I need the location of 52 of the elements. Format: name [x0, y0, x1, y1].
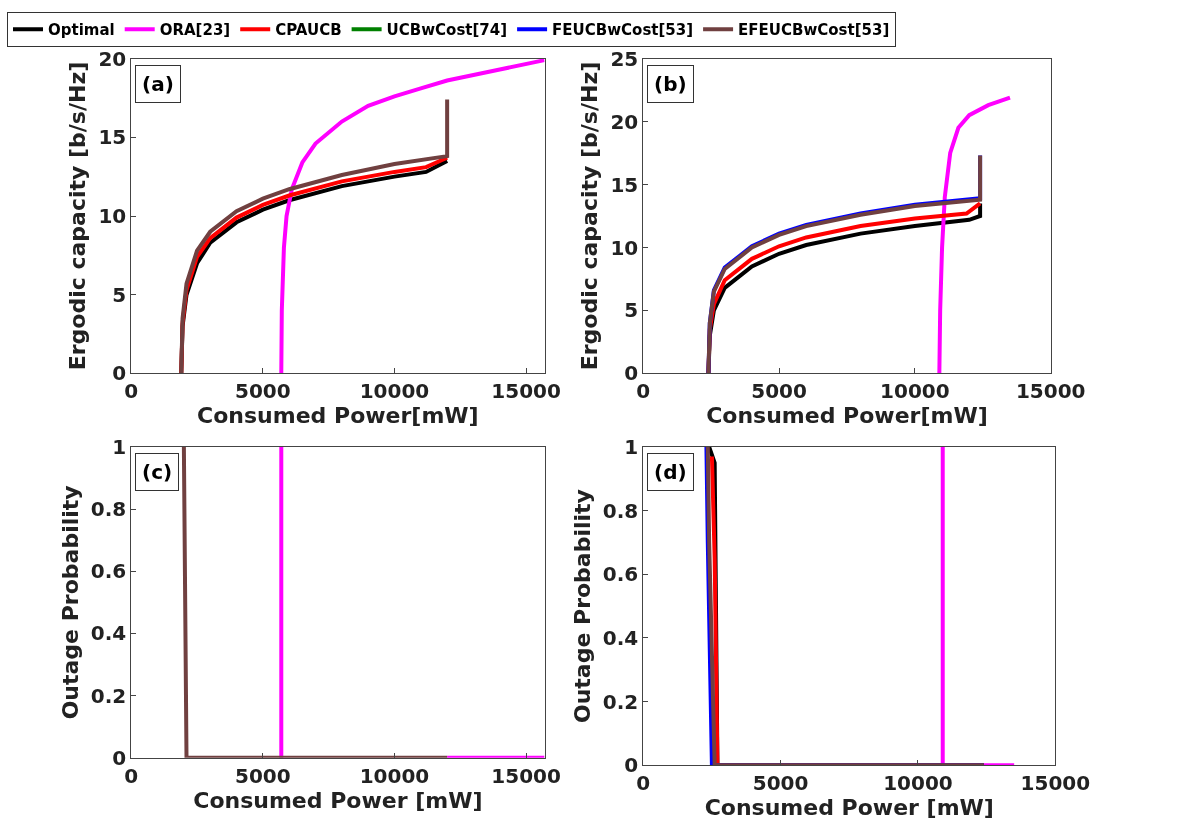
- x-axis-title: Consumed Power [mW]: [704, 795, 994, 821]
- text: (c): [142, 460, 173, 484]
- x-tick-label: 15000: [1015, 379, 1086, 404]
- y-tick-label: 0.4: [90, 621, 127, 646]
- x-axis-title: Consumed Power[mW]: [706, 403, 988, 429]
- y-tick-label: 0.8: [602, 498, 639, 523]
- y-tick-label: 10: [98, 204, 127, 228]
- legend-label: ORA[23]: [159, 21, 231, 40]
- y-axis-title: Ergodic capacity [b/s/Hz]: [65, 61, 91, 371]
- x-tick-label: 10000: [880, 379, 950, 404]
- x-tick-label: 10000: [359, 379, 430, 404]
- x-tick-label: 5000: [235, 379, 291, 404]
- y-tick-label: 20: [98, 46, 127, 71]
- x-tick-label: 10000: [359, 763, 430, 788]
- x-axis-title: Consumed Power [mW]: [193, 787, 483, 813]
- y-tick-label: 1: [624, 434, 639, 459]
- text: (d): [654, 460, 687, 484]
- y-tick-label: 0.6: [602, 562, 639, 587]
- y-tick-label: 5: [624, 298, 639, 323]
- y-tick-label: 0: [112, 745, 127, 770]
- y-tick-label: 15: [610, 172, 639, 197]
- y-tick-label: 0.8: [90, 497, 127, 522]
- y-tick-label: 1: [112, 434, 127, 459]
- y-tick-label: 0.4: [602, 625, 639, 650]
- text: (a): [142, 72, 174, 96]
- x-tick-label: 15000: [491, 379, 561, 404]
- y-tick-label: 0.6: [90, 559, 127, 584]
- y-tick-label: 25: [610, 46, 639, 71]
- x-tick-label: 5000: [751, 379, 807, 404]
- y-axis-title: Outage Probability: [569, 489, 595, 724]
- x-tick-label: 5000: [752, 771, 809, 796]
- legend-label: Optimal: [48, 21, 115, 40]
- x-tick-label: 15000: [1020, 771, 1091, 796]
- y-tick-label: 10: [610, 235, 639, 260]
- x-tick-label: 10000: [883, 771, 953, 796]
- y-tick-label: 0.2: [90, 683, 127, 708]
- y-tick-label: 20: [610, 109, 639, 134]
- x-tick-label: 5000: [235, 763, 291, 788]
- x-tick-label: 15000: [491, 763, 561, 788]
- y-tick-label: 0: [624, 361, 639, 386]
- y-axis-title: Ergodic capacity [b/s/Hz]: [577, 61, 603, 371]
- y-tick-label: 15: [98, 125, 127, 150]
- y-tick-label: 5: [112, 282, 127, 307]
- y-axis-title: Outage Probability: [57, 485, 83, 720]
- y-tick-label: 0: [112, 361, 127, 386]
- y-tick-label: 0.2: [602, 689, 639, 714]
- text: (b): [654, 72, 687, 96]
- legend-label: UCBwCost[74]: [386, 21, 508, 40]
- legend-label: FEUCBwCost[53]: [552, 21, 694, 40]
- x-axis-title: Consumed Power[mW]: [197, 403, 479, 429]
- legend-label: EFEUCBwCost[53]: [738, 21, 890, 40]
- legend-label: CPAUCB: [275, 21, 342, 40]
